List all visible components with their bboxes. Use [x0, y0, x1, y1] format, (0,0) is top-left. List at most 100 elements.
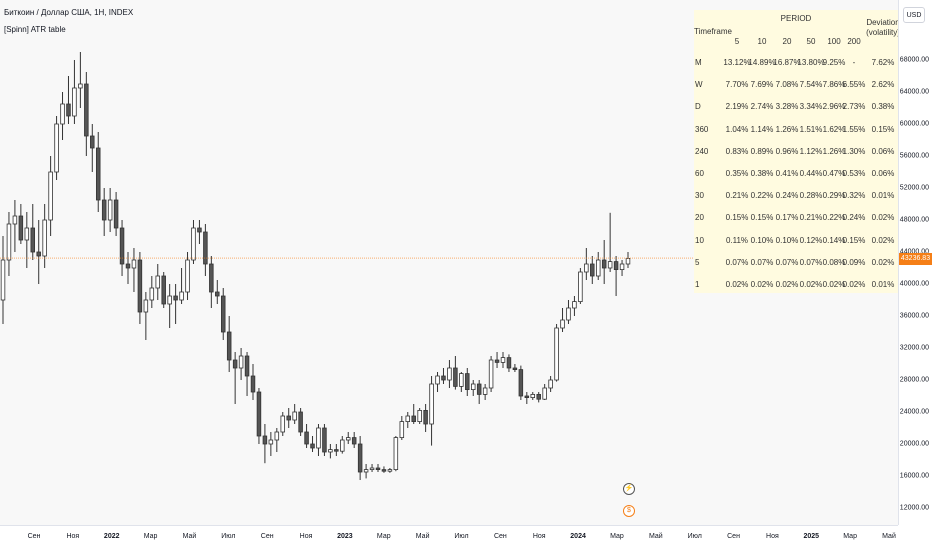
candle-body-up: [530, 393, 536, 398]
chart-area[interactable]: Биткоин / Доллар США, 1Н, INDEX [Spinn] …: [0, 0, 900, 525]
time-tick: 2025: [803, 533, 820, 540]
atr-value-cell: 0.07%: [725, 257, 749, 267]
candle-body-down: [209, 263, 214, 293]
atr-value-cell: 0.29%: [822, 191, 846, 201]
deviation-cell: 2.62%: [871, 80, 895, 90]
period-label: 20: [782, 37, 792, 46]
atr-value-cell: 0.07%: [799, 257, 823, 267]
atr-value-cell: 0.24%: [842, 213, 866, 223]
candle-body-down: [84, 83, 89, 137]
price-tick: 40000.00: [899, 280, 929, 288]
indicator-label[interactable]: [Spinn] ATR table: [4, 25, 66, 34]
candle-body-up: [572, 301, 577, 309]
candle-body-up: [60, 103, 65, 125]
atr-value-cell: 1.51%: [799, 124, 823, 134]
candle-body-up: [429, 383, 434, 425]
candle-body-up: [149, 287, 155, 301]
deviation-header-line1: Deviation: [866, 18, 900, 27]
price-tick: 16000.00: [899, 472, 929, 480]
price-tick: 56000.00: [899, 152, 929, 160]
deviation-cell: 0.02%: [871, 213, 895, 223]
time-tick: Сен: [260, 533, 274, 540]
candle-body-down: [101, 199, 107, 221]
time-tick: Сен: [493, 533, 507, 540]
dividend-icon[interactable]: $: [623, 505, 635, 517]
candle-body-down: [512, 367, 518, 371]
period-label: 50: [806, 37, 816, 46]
price-tick: 12000.00: [899, 504, 929, 512]
deviation-cell: 0.02%: [871, 235, 895, 245]
atr-value-cell: 1.12%: [799, 146, 823, 156]
atr-value-cell: 0.08%: [822, 257, 846, 267]
candle-body-up: [191, 227, 196, 261]
currency-button[interactable]: USD: [903, 7, 925, 23]
price-tick: 32000.00: [899, 344, 929, 352]
time-scale[interactable]: Сен Ноя 2022 Мар Май Июл Сен Ноя 2023 Мар Май Июл Се…: [0, 525, 898, 550]
candle-body-up: [179, 291, 184, 301]
atr-value-cell: 0.14%: [822, 235, 846, 245]
atr-value-cell: 1.30%: [842, 146, 866, 156]
atr-value-cell: 2.73%: [842, 102, 866, 112]
candle-body-up: [369, 467, 375, 470]
atr-value-cell: 13.12%: [723, 58, 751, 67]
atr-value-cell: 0.89%: [750, 146, 774, 156]
time-tick: Ноя: [299, 533, 313, 540]
candle-body-up: [399, 421, 405, 439]
timeframe-cell: 240: [695, 146, 709, 156]
candle-body-up: [548, 379, 553, 389]
atr-value-cell: 0.09%: [842, 257, 866, 267]
atr-value-cell: 0.24%: [775, 191, 799, 201]
atr-table: Timeframe PERIOD Deviation (volatility) …: [694, 10, 900, 293]
candle-body-up: [54, 123, 59, 173]
time-tick: Июл: [687, 533, 702, 540]
time-tick: Мар: [610, 533, 624, 540]
atr-value-cell: 0.53%: [842, 169, 866, 178]
candle-body-up: [488, 359, 494, 389]
atr-value-cell: 7.70%: [725, 80, 749, 90]
atr-value-cell: 0.22%: [822, 213, 846, 223]
time-tick: Сен: [727, 533, 740, 540]
atr-value-cell: 1.26%: [775, 124, 799, 134]
atr-value-cell: 0.07%: [775, 257, 799, 267]
atr-value-cell: 0.96%: [775, 146, 799, 156]
candle-body-down: [357, 443, 363, 473]
atr-value-cell: 0.44%: [799, 169, 823, 178]
price-tick: 36000.00: [899, 312, 929, 320]
candle-body-up: [280, 415, 286, 433]
time-tick: Май: [648, 533, 663, 540]
atr-value-cell: 0.28%: [799, 191, 823, 201]
atr-value-cell: 3.34%: [799, 102, 823, 112]
timeframe-cell: D: [695, 102, 701, 112]
deviation-cell: 0.06%: [871, 146, 895, 156]
lightning-icon[interactable]: ⚡: [623, 483, 635, 495]
candle-body-down: [226, 331, 232, 361]
candle-body-up: [238, 355, 244, 369]
candle-body-up: [566, 307, 571, 321]
candle-body-up: [417, 409, 422, 422]
atr-value-cell: 0.07%: [750, 257, 774, 267]
time-tick: 2022: [103, 533, 120, 540]
symbol-title: Биткоин / Доллар США, 1Н, INDEX: [4, 8, 134, 17]
period-label: 10: [757, 37, 767, 46]
candle-body-down: [453, 367, 458, 387]
deviation-cell: 0.06%: [871, 169, 895, 178]
candle-body-down: [506, 357, 512, 369]
atr-value-cell: 1.62%: [822, 124, 846, 134]
deviation-cell: 0.02%: [871, 257, 895, 267]
candle-body-down: [220, 295, 226, 333]
candle-body-up: [560, 319, 565, 329]
atr-value-cell: 1.55%: [842, 124, 866, 134]
price-tick: 48000.00: [899, 216, 929, 224]
atr-value-cell: 16.87%: [773, 58, 801, 67]
atr-value-cell: 0.11%: [725, 235, 749, 245]
atr-value-cell: 0.22%: [750, 191, 774, 201]
price-tick: 44000.00: [899, 248, 929, 256]
candle-body-up: [542, 387, 547, 400]
atr-value-cell: 1.14%: [750, 124, 774, 134]
atr-value-cell: 0.15%: [842, 235, 866, 245]
price-tick: 60000.00: [899, 120, 929, 128]
candle-body-up: [393, 437, 399, 471]
timeframe-cell: 360: [695, 124, 709, 134]
candle-body-up: [48, 171, 53, 221]
candle-body-down: [197, 227, 202, 233]
